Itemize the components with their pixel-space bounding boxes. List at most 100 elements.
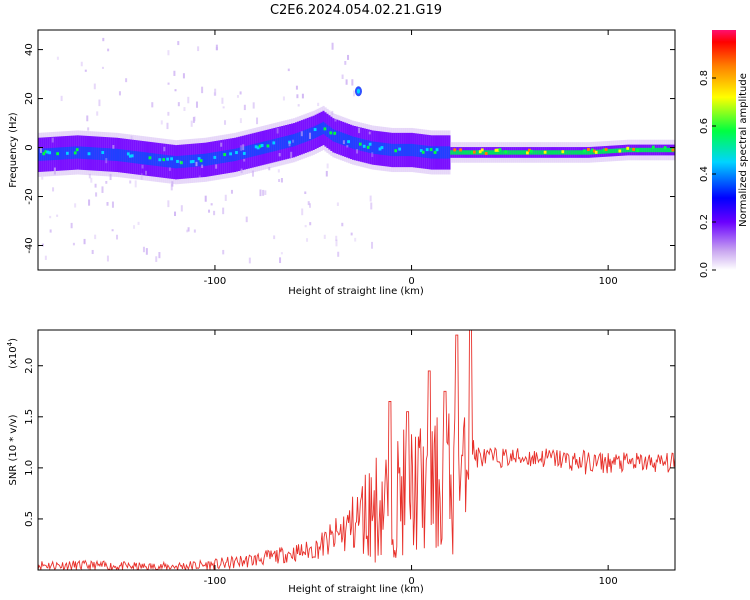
spectrogram-speckle: [224, 194, 227, 201]
spectrogram-speckle: [369, 195, 372, 202]
spectrogram-core-cell: [589, 150, 593, 155]
spectrogram-speckle: [145, 248, 148, 255]
spectrogram-speckle: [80, 61, 83, 67]
spectrogram-speckle: [331, 110, 334, 116]
spectrogram-speckle: [111, 229, 114, 232]
spectrogram-speckle: [341, 222, 344, 227]
spectrogram-core-cell: [273, 138, 276, 152]
spectrogram-speckle: [195, 161, 198, 167]
spectrogram-core-cell: [235, 148, 239, 161]
spectrogram-speckle: [277, 169, 280, 173]
spectrogram-core-cell: [119, 149, 123, 162]
spectrogram-core-cell: [580, 150, 583, 155]
spectrogram-core-cell: [625, 147, 628, 153]
spectrogram-core-cell: [239, 147, 243, 160]
spectrogram-speckle: [371, 241, 374, 249]
spectrogram-core-cell: [340, 132, 343, 145]
spectrogram-speckle: [336, 202, 339, 206]
spectrogram-core-cell: [554, 150, 557, 155]
spectrogram-core-cell: [548, 150, 551, 155]
spectrogram-speckle: [292, 139, 295, 143]
spectrogram-speckle: [137, 221, 140, 225]
spectrogram-speckle: [351, 79, 354, 86]
spectrogram-speckle: [155, 256, 158, 262]
svg-text:(x104): (x104): [6, 338, 19, 369]
spectrogram-hot-cell: [42, 152, 47, 156]
spectrogram-speckle: [370, 202, 373, 210]
spectrogram-speckle: [187, 227, 190, 232]
spectrogram-core-cell: [462, 150, 465, 155]
spectrogram-speckle: [186, 229, 189, 233]
spectrogram-speckle: [101, 186, 104, 193]
spectrogram-core-cell: [220, 151, 223, 164]
spectrogram-speckle: [174, 89, 177, 92]
spectrogram-core-cell: [121, 149, 125, 162]
spectrogram-speckle: [210, 203, 213, 206]
colorbar-ticks: 0.0 0.2 0.4 0.6 0.8: [699, 70, 716, 278]
spectrogram-core-cell: [53, 147, 56, 161]
spectrogram-core-cell: [534, 150, 538, 155]
spectrogram-speckle: [350, 232, 353, 236]
spectrogram-core-cell: [656, 147, 659, 153]
spectrogram-speckle: [94, 183, 97, 188]
spectrogram-speckle: [95, 192, 98, 197]
spectrogram-speckle: [91, 249, 94, 255]
spectrogram-isolated-feature-core: [356, 88, 361, 94]
spectrogram-core-cell: [605, 149, 608, 154]
spectrogram-speckle: [111, 201, 114, 208]
spectrogram-core-cell: [452, 150, 455, 155]
spectrogram-hot-cell: [421, 150, 426, 154]
colorbar-tick-label: 0.0: [699, 262, 710, 278]
spectrogram-speckle: [179, 160, 182, 164]
spectrogram-core-cell: [204, 153, 207, 166]
spectrogram-hot-cell: [358, 142, 363, 146]
spectrogram-core-cell: [389, 143, 392, 156]
spectrogram-hot-cell: [618, 149, 623, 153]
snr-y-tick-label: 2.0: [24, 358, 35, 374]
spectrogram-core-cell: [652, 147, 655, 153]
spectrogram-speckle: [125, 78, 128, 83]
spectrogram-core-cell: [123, 149, 127, 162]
spectrogram-speckle: [106, 201, 109, 206]
spectrogram-core-cell: [583, 150, 587, 155]
spectrogram-hot-cell: [366, 145, 371, 149]
spectrogram-core-cell: [403, 143, 406, 157]
spectrogram-core-cell: [654, 147, 657, 153]
spectrogram-core-cell: [155, 153, 158, 166]
spectrogram-speckle: [341, 74, 344, 79]
spectrogram-speckle: [276, 128, 279, 134]
spectrogram-hot-cell: [176, 159, 181, 163]
spectrogram-speckle: [240, 145, 243, 151]
spectrogram-speckle: [182, 73, 185, 79]
snr-y-tick-label: 1.5: [24, 409, 35, 425]
spectrogram-core-cell: [662, 147, 665, 153]
spectrogram-core-cell: [570, 150, 573, 155]
spectrogram-core-cell: [355, 137, 359, 150]
spectrogram-core-cell: [497, 150, 500, 155]
spectrogram-speckle: [278, 153, 281, 157]
snr-y-tick-label: 1.0: [24, 460, 35, 476]
spectrogram-core-cell: [139, 151, 142, 164]
spectrogram-speckle: [53, 167, 56, 175]
spectrogram-core-cell: [640, 147, 644, 153]
spectrogram-core-cell: [576, 150, 579, 155]
spectrogram-core-cell: [611, 148, 614, 154]
spectrogram-core-cell: [597, 149, 600, 155]
snr-x-tick-label: 0: [408, 576, 414, 587]
spectrogram-hot-cell: [419, 149, 424, 153]
spectrogram-core-cell: [196, 154, 199, 167]
spectrogram-core-cell: [613, 148, 616, 154]
spectrogram-y-tick-label: 20: [24, 92, 35, 105]
spectrogram-core-cell: [116, 148, 119, 162]
spectrogram-speckle: [278, 179, 281, 182]
spectrogram-speckle: [70, 222, 73, 229]
colorbar-tick-label: 0.8: [699, 70, 710, 86]
spectrogram-core-cell: [601, 149, 604, 154]
spectrogram-speckle: [84, 69, 87, 72]
spectrogram-speckle: [201, 86, 204, 94]
spectrogram-core-cell: [373, 141, 376, 154]
spectrogram-core-cell: [450, 150, 453, 155]
spectrogram-core-cell: [646, 147, 650, 153]
spectrogram-speckle: [262, 189, 265, 196]
spectrogram-core-cell: [112, 148, 115, 161]
